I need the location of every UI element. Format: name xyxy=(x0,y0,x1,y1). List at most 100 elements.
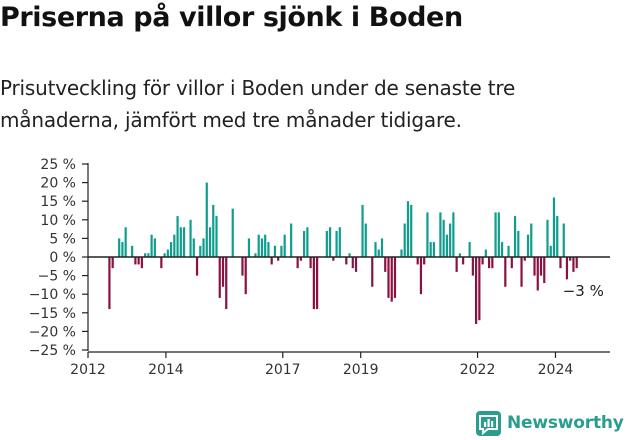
bar xyxy=(192,238,195,257)
bar xyxy=(484,249,487,257)
bar xyxy=(475,257,478,324)
bar xyxy=(312,257,315,310)
bar xyxy=(533,257,536,276)
bar xyxy=(449,223,452,257)
bar xyxy=(377,249,380,257)
bar xyxy=(176,216,179,257)
annotation: −3 % xyxy=(563,282,604,300)
bar xyxy=(335,230,338,257)
bar xyxy=(400,249,403,257)
x-tick-label: 2017 xyxy=(265,362,301,375)
bar xyxy=(536,257,539,291)
bar xyxy=(364,223,367,257)
y-tick-label: 25 % xyxy=(40,157,76,173)
bar xyxy=(452,212,455,257)
bar xyxy=(212,204,215,257)
bar xyxy=(423,257,426,265)
bar xyxy=(111,257,114,269)
bar xyxy=(513,216,517,257)
bar xyxy=(166,249,169,257)
bar xyxy=(202,238,205,257)
y-tick-label: 5 % xyxy=(49,231,76,247)
bar xyxy=(140,257,143,269)
bar xyxy=(530,223,533,257)
bar xyxy=(384,257,387,272)
y-tick-label: 15 % xyxy=(40,194,76,210)
bar xyxy=(182,227,186,257)
bar xyxy=(351,257,354,269)
bar xyxy=(562,223,565,257)
bar xyxy=(247,238,251,257)
bar xyxy=(296,257,299,269)
bar xyxy=(290,223,293,257)
bar xyxy=(205,182,208,257)
bar xyxy=(348,253,351,257)
bar xyxy=(221,257,225,287)
x-tick-label: 2024 xyxy=(538,362,574,375)
bar xyxy=(195,257,199,276)
bar xyxy=(559,257,562,269)
bar xyxy=(124,227,127,257)
bar xyxy=(539,257,543,276)
bar xyxy=(244,257,247,295)
bar xyxy=(361,204,364,257)
bar xyxy=(173,234,176,257)
bar xyxy=(487,257,491,269)
bar xyxy=(309,257,312,269)
bar xyxy=(371,257,374,287)
bar xyxy=(270,257,273,265)
bar xyxy=(565,257,569,280)
bar xyxy=(108,257,111,310)
bar xyxy=(481,257,484,265)
bar xyxy=(507,245,510,257)
bar xyxy=(468,242,471,257)
y-tick-label: −10 % xyxy=(29,287,76,303)
bar xyxy=(241,257,244,276)
bar xyxy=(131,245,134,257)
y-axis: 25 % 20 % 15 % 10 % 5 % 0 % −5 % −10 % −15 % −20 … xyxy=(29,157,89,359)
bar xyxy=(572,257,575,272)
bar xyxy=(462,257,465,265)
bar xyxy=(189,219,192,257)
bar xyxy=(500,242,504,257)
y-tick-label: −25 % xyxy=(29,343,76,359)
x-axis: 2012 2014 2017 2019 2022 2024 xyxy=(70,351,610,375)
y-tick-label: −5 % xyxy=(38,269,76,285)
bar xyxy=(491,257,494,269)
bar xyxy=(280,245,283,257)
bar xyxy=(303,230,306,257)
bar xyxy=(517,230,520,257)
chart-title: Priserna på villor sjönk i Boden xyxy=(0,2,463,33)
bar-chart: 25 % 20 % 15 % 10 % 5 % 0 % −5 % −10 % −15 % −20 … xyxy=(29,157,610,375)
bar xyxy=(338,227,341,257)
x-tick-label: 2022 xyxy=(460,362,496,375)
bar xyxy=(144,253,147,257)
bar xyxy=(160,257,163,269)
bar xyxy=(543,257,546,284)
bar xyxy=(445,234,449,257)
bar xyxy=(442,219,445,257)
bar xyxy=(277,257,280,261)
bar xyxy=(354,257,358,272)
bar xyxy=(403,223,406,257)
bar xyxy=(406,201,410,257)
newsworthy-logo: Newsworthy xyxy=(476,408,624,438)
bar xyxy=(494,212,497,257)
bar xyxy=(179,227,182,257)
bar xyxy=(520,257,523,287)
bar xyxy=(416,257,419,265)
latest-value-label: −3 % xyxy=(563,282,604,300)
bar xyxy=(267,242,270,257)
bar xyxy=(147,253,150,257)
y-tick-label: −20 % xyxy=(29,324,76,340)
y-tick-label: 20 % xyxy=(40,176,76,192)
bar xyxy=(215,216,218,257)
bar xyxy=(497,212,500,257)
bar xyxy=(569,257,572,261)
bar xyxy=(523,257,526,261)
bar xyxy=(150,234,153,257)
bar xyxy=(199,245,202,257)
bar xyxy=(556,216,559,257)
bar xyxy=(260,238,264,257)
bar xyxy=(299,257,302,261)
